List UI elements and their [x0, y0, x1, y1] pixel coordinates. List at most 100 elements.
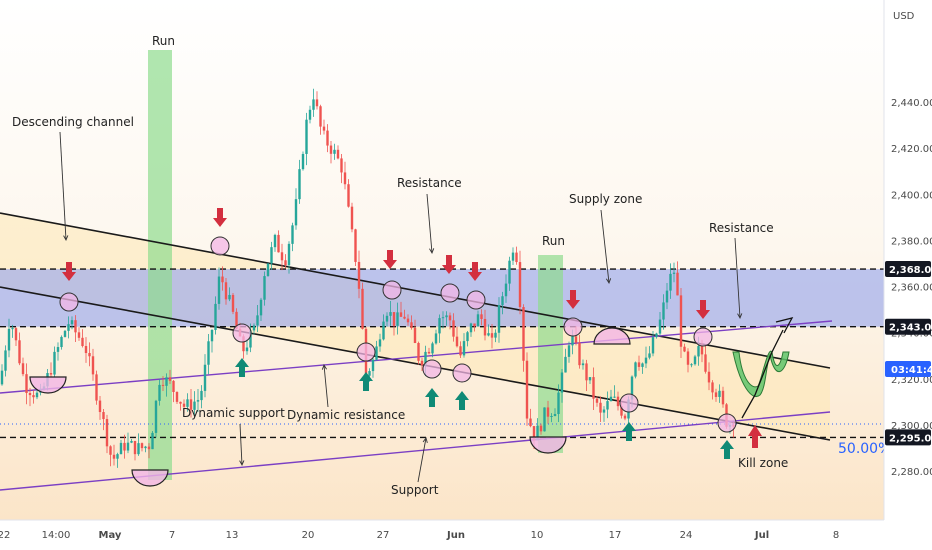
leader-dynamic-support [239, 423, 243, 466]
candle-body [91, 356, 95, 375]
candle-body [592, 377, 595, 399]
candle-body [231, 294, 235, 312]
candle-body [599, 402, 602, 413]
up-arrow [425, 388, 439, 407]
candle-body [172, 380, 175, 393]
label-run-1: Run [152, 34, 175, 48]
price-tags: 2,368.000 2,343.000 2,295.000 03:41:41 [885, 261, 932, 446]
x-tick-label: 22 [0, 530, 10, 541]
candle-body [536, 425, 539, 441]
label-resistance-1: Resistance [397, 176, 462, 190]
candle-body [343, 172, 347, 185]
x-tick-label: 14:00 [42, 530, 71, 541]
candle-body [644, 357, 648, 364]
candle-body [221, 276, 224, 283]
candle-body [557, 392, 560, 415]
candle-body [399, 312, 403, 317]
candle-body [658, 319, 662, 334]
candle-body [403, 316, 406, 319]
label-support: Support [391, 483, 439, 497]
candle-body [564, 356, 567, 373]
candle-body [70, 320, 74, 325]
y-tick-label: 2,420.000 [891, 144, 932, 155]
y-tick-label: 2,300.000 [891, 421, 932, 432]
candle-body [473, 323, 476, 327]
candle-body [396, 312, 399, 326]
candle-body [438, 318, 441, 334]
candle-body [707, 371, 711, 383]
candle-body [501, 296, 504, 306]
candle-body [329, 145, 333, 154]
leader-dynamic-support-head [239, 460, 245, 467]
candle-body [613, 396, 616, 398]
candle-body [515, 252, 518, 263]
up-arrow [455, 391, 469, 410]
candle-body [312, 99, 315, 110]
x-tick-label: 24 [680, 530, 693, 541]
marks-layer [29, 131, 794, 487]
candle-body [0, 370, 4, 385]
candle-body [263, 276, 266, 300]
candle-body [455, 336, 459, 347]
price-tag-bg-2 [885, 318, 931, 335]
projection-path [741, 329, 784, 419]
candle-body [186, 399, 189, 407]
candle-body [32, 395, 35, 398]
candle-body [588, 377, 592, 381]
candle-body [207, 341, 210, 365]
candle-body [721, 390, 725, 405]
candle-body [581, 363, 585, 366]
candle-body [287, 243, 291, 266]
candle-body [382, 321, 385, 340]
candle-body [368, 371, 371, 376]
candle-body [126, 442, 130, 451]
price-tag-label-1: 2,368.000 [889, 265, 932, 276]
down-arrow [468, 262, 482, 281]
channel-top-line [0, 212, 831, 369]
candle-body [483, 318, 487, 336]
candle-body [525, 360, 529, 419]
x-tick-label: 10 [531, 530, 544, 541]
candle-body [504, 283, 508, 297]
touch-circle [563, 317, 583, 337]
candle-body [434, 333, 438, 344]
candle-body [294, 199, 298, 226]
y-ticks: 2,280.0002,300.0002,320.0002,340.0002,36… [891, 98, 932, 478]
touch-circle [693, 327, 713, 347]
candle-body [214, 303, 217, 330]
projection-arrowhead [775, 317, 794, 334]
candle-body [420, 360, 424, 366]
candle-body [529, 418, 532, 427]
swing-half-circle [529, 436, 567, 454]
candle-body [200, 390, 203, 401]
leader-resistance-2-head [737, 313, 743, 320]
candle-body [480, 314, 483, 319]
candle-body [60, 336, 63, 348]
swing-half-circle [29, 376, 67, 394]
x-tick-label: 7 [169, 530, 175, 541]
label-dynamic-resistance: Dynamic resistance [287, 408, 405, 422]
candle-body [333, 149, 336, 154]
candle-body [28, 393, 32, 396]
candle-body [315, 99, 319, 107]
price-tag-label-3: 2,295.000 [889, 433, 932, 444]
candle-body [679, 295, 683, 347]
y-tick-label: 2,440.000 [891, 98, 932, 109]
candle-body [130, 440, 133, 443]
candle-body [410, 322, 413, 328]
candle-body [392, 312, 396, 326]
candle-body [655, 333, 658, 338]
candle-body [4, 350, 7, 371]
candle-body [704, 354, 707, 372]
candle-body [228, 294, 231, 300]
candle-body [119, 442, 123, 455]
candle-body [326, 130, 329, 146]
label-resistance-2: Resistance [709, 221, 774, 235]
candle-body [609, 396, 613, 402]
candle-body [256, 315, 259, 326]
candle-body [11, 328, 14, 330]
x-tick-label: May [99, 530, 122, 541]
candle-body [623, 415, 627, 419]
candle-body [511, 252, 515, 261]
